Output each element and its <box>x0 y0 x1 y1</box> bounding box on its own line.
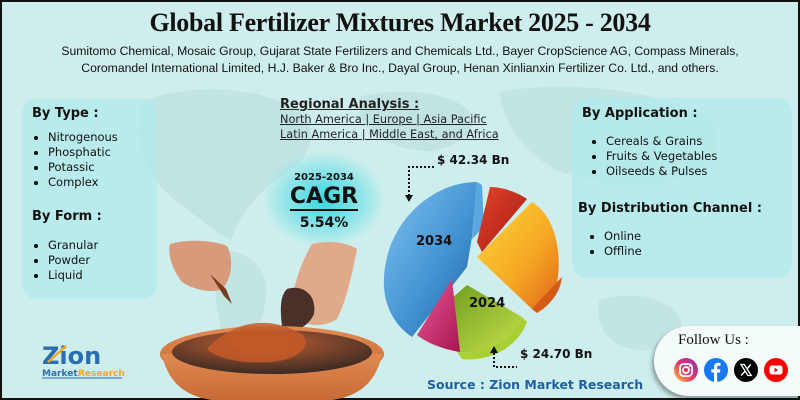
list-item: Complex <box>32 175 118 190</box>
list-item: Oilseeds & Pulses <box>590 164 717 179</box>
follow-us-box: Follow Us : <box>654 326 800 396</box>
follow-us-title: Follow Us : <box>678 332 749 348</box>
pie-label-2024: 2024 <box>469 296 505 311</box>
segment-panel-left: By Type : Nitrogenous Phosphatic Potassi… <box>22 99 157 299</box>
list-item: Offline <box>588 244 642 259</box>
facebook-icon[interactable] <box>704 358 728 382</box>
fertilizer-pot-photo <box>160 240 384 400</box>
cagr-value: 5.54% <box>299 215 349 231</box>
value-2024: $ 24.70 Bn <box>520 347 593 361</box>
by-form-list: Granular Powder Liquid <box>32 238 98 283</box>
instagram-icon[interactable] <box>674 358 698 382</box>
svg-text:Research: Research <box>78 369 125 379</box>
list-item: Cereals & Grains <box>590 134 717 149</box>
company-line-2: Coromandel International Limited, H.J. B… <box>81 61 719 75</box>
svg-text:Zion: Zion <box>42 342 101 370</box>
list-item: Potassic <box>32 160 118 175</box>
pie-label-2034: 2034 <box>416 234 452 249</box>
cagr-badge: 2025-2034 CAGR 5.54% <box>264 172 384 231</box>
source-credit: Source : Zion Market Research <box>427 377 644 392</box>
regional-title: Regional Analysis : <box>280 97 420 112</box>
social-icons <box>674 358 788 382</box>
regional-line-2: Latin America | Middle East, and Africa <box>280 128 499 141</box>
list-item: Powder <box>32 253 98 268</box>
by-form-title: By Form : <box>32 209 102 224</box>
list-item: Liquid <box>32 268 98 283</box>
page-title: Global Fertilizer Mixtures Market 2025 -… <box>149 8 651 37</box>
x-icon[interactable] <box>734 358 758 382</box>
list-item: Granular <box>32 238 98 253</box>
list-item: Fruits & Vegetables <box>590 149 717 164</box>
company-list: Sumitomo Chemical, Mosaic Group, Gujarat… <box>12 43 788 77</box>
regional-analysis: Regional Analysis : North America | Euro… <box>280 97 499 142</box>
company-line-1: Sumitomo Chemical, Mosaic Group, Gujarat… <box>61 44 739 58</box>
by-distribution-list: Online Offline <box>588 229 642 259</box>
by-application-title: By Application : <box>582 106 698 121</box>
regional-line-1: North America | Europe | Asia Pacific <box>280 113 487 126</box>
market-size-pie-chart: 2034 2024 <box>372 157 572 372</box>
cagr-years: 2025-2034 <box>294 172 354 183</box>
list-item: Nitrogenous <box>32 130 118 145</box>
cagr-label: CAGR <box>289 184 359 211</box>
by-distribution-title: By Distribution Channel : <box>578 201 762 216</box>
list-item: Online <box>588 229 642 244</box>
by-type-title: By Type : <box>32 106 99 121</box>
youtube-icon[interactable] <box>764 358 788 382</box>
value-2034: $ 42.34 Bn <box>437 153 510 167</box>
list-item: Phosphatic <box>32 145 118 160</box>
zion-logo: Zion Market. Research <box>42 342 125 379</box>
by-type-list: Nitrogenous Phosphatic Potassic Complex <box>32 130 118 190</box>
by-application-list: Cereals & Grains Fruits & Vegetables Oil… <box>590 134 717 179</box>
svg-text:Market.: Market. <box>42 369 81 379</box>
segment-panel-right: By Application : Cereals & Grains Fruits… <box>572 98 792 278</box>
